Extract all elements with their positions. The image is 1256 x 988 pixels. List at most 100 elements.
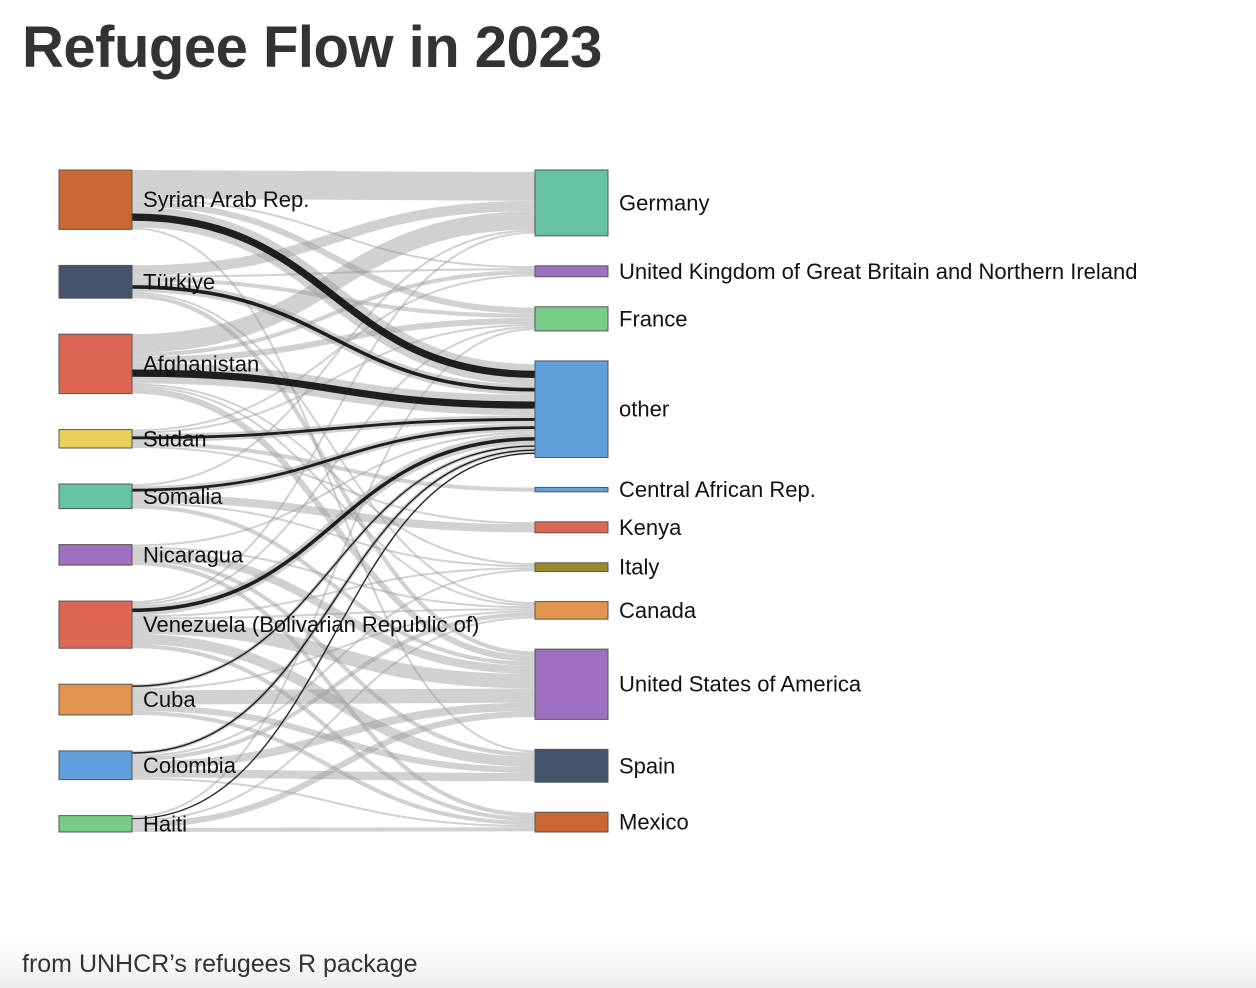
target-node-united-states-of-america[interactable] xyxy=(534,648,609,720)
link-colombia-to-other-highlight xyxy=(131,449,536,754)
link-venezuela-bolivarian-republic-of-to-italy xyxy=(131,567,536,618)
link-somalia-to-germany xyxy=(131,229,536,487)
link-nicaragua-to-spain xyxy=(131,556,536,757)
link-venezuela-bolivarian-republic-of-to-united-states-of-america xyxy=(131,619,536,689)
target-node-other[interactable] xyxy=(534,360,609,458)
link-t-rkiye-to-germany xyxy=(131,200,536,276)
source-node-cuba[interactable] xyxy=(58,683,133,716)
target-node-other-label: other xyxy=(619,397,669,422)
link-afghanistan-to-united-kingdom-of-great-britain-and-northern-ireland xyxy=(131,270,536,357)
link-colombia-to-mexico xyxy=(131,777,536,828)
page-title: Refugee Flow in 2023 xyxy=(22,15,602,80)
link-t-rkiye-to-united-kingdom-of-great-britain-and-northern-ireland xyxy=(131,268,536,278)
link-nicaragua-to-mexico xyxy=(131,560,536,818)
link-haiti-to-mexico xyxy=(131,827,536,833)
target-node-germany[interactable] xyxy=(534,169,609,237)
source-node-nicaragua[interactable] xyxy=(58,544,133,566)
source-node-afghanistan-label: Afghanistan xyxy=(143,351,259,376)
link-colombia-to-united-states-of-america xyxy=(131,702,536,770)
source-node-nicaragua-label: Nicaragua xyxy=(143,542,244,567)
link-sudan-to-united-kingdom-of-great-britain-and-northern-ireland xyxy=(131,274,536,432)
target-node-spain[interactable] xyxy=(534,748,609,783)
source-node-cuba-label: Cuba xyxy=(143,687,196,712)
link-colombia-to-spain xyxy=(131,769,536,782)
link-afghanistan-to-other-highlight xyxy=(131,369,536,409)
link-afghanistan-to-germany xyxy=(131,211,536,353)
link-syrian-arab-rep-to-france xyxy=(131,200,536,314)
source-node-venezuela-bolivarian-republic-of-label: Venezuela (Bolivarian Republic of) xyxy=(143,612,479,637)
link-syrian-arab-rep-to-spain xyxy=(131,227,536,753)
link-cuba-to-united-states-of-america xyxy=(131,688,536,705)
sankey-nodes xyxy=(58,169,609,833)
link-syrian-arab-rep-to-united-kingdom-of-great-britain-and-northern-ireland xyxy=(131,198,536,269)
source-node-syrian-arab-rep[interactable] xyxy=(58,169,133,230)
link-venezuela-bolivarian-republic-of-to-canada xyxy=(131,608,536,620)
target-node-mexico-label: Mexico xyxy=(619,810,689,835)
link-venezuela-bolivarian-republic-of-to-spain xyxy=(131,633,536,767)
target-node-kenya[interactable] xyxy=(534,521,609,534)
link-nicaragua-to-canada xyxy=(131,546,536,609)
link-venezuela-bolivarian-republic-of-to-other-highlight xyxy=(131,437,536,613)
source-node-t-rkiye[interactable] xyxy=(58,264,133,299)
source-node-haiti-label: Haiti xyxy=(143,811,187,836)
source-node-colombia[interactable] xyxy=(58,750,133,781)
target-node-mexico[interactable] xyxy=(534,811,609,833)
sankey-diagram: Syrian Arab Rep. Türkiye Afghanistan Sudan S… xyxy=(58,169,1138,836)
link-t-rkiye-to-united-states-of-america xyxy=(131,294,536,656)
link-somalia-to-kenya xyxy=(131,494,536,533)
link-syrian-arab-rep-to-other-highlight xyxy=(131,213,536,378)
source-node-afghanistan[interactable] xyxy=(58,333,133,395)
target-node-france[interactable] xyxy=(534,306,609,332)
source-node-haiti[interactable] xyxy=(58,815,133,833)
link-afghanistan-to-italy xyxy=(131,383,536,566)
link-cuba-to-mexico xyxy=(131,710,536,826)
link-cuba-to-other-highlight xyxy=(131,445,536,687)
target-node-canada-label: Canada xyxy=(619,598,697,623)
link-haiti-to-other-highlight xyxy=(131,452,536,820)
source-node-somalia[interactable] xyxy=(58,483,133,510)
link-somalia-to-other-highlight xyxy=(131,426,536,492)
link-sudan-to-kenya xyxy=(131,445,536,525)
link-nicaragua-to-other xyxy=(131,431,536,547)
sankey-labels: Syrian Arab Rep. Türkiye Afghanistan Sudan S… xyxy=(143,187,1138,836)
caption: from UNHCR’s refugees R package xyxy=(22,950,418,978)
link-venezuela-bolivarian-republic-of-to-france xyxy=(131,326,536,606)
target-node-united-kingdom-of-great-britain-and-northern-ireland[interactable] xyxy=(534,265,609,278)
target-node-france-label: France xyxy=(619,306,687,331)
target-node-italy-label: Italy xyxy=(619,555,659,580)
link-somalia-to-united-states-of-america xyxy=(131,504,536,666)
target-node-germany-label: Germany xyxy=(619,190,709,215)
link-venezuela-bolivarian-republic-of-to-germany xyxy=(131,231,536,604)
link-colombia-to-canada xyxy=(131,612,536,762)
link-sudan-to-other-highlight xyxy=(131,417,536,440)
source-node-venezuela-bolivarian-republic-of[interactable] xyxy=(58,600,133,649)
link-nicaragua-to-united-states-of-america xyxy=(131,548,536,674)
link-sudan-to-france xyxy=(131,323,536,434)
source-node-somalia-label: Somalia xyxy=(143,484,223,509)
footer xyxy=(0,938,1256,988)
target-node-kenya-label: Kenya xyxy=(619,515,682,540)
target-node-united-states-of-america-label: United States of America xyxy=(619,672,862,697)
link-sudan-to-central-african-rep xyxy=(131,441,536,492)
target-node-united-kingdom-of-great-britain-and-northern-ireland-label: United Kingdom of Great Britain and Nort… xyxy=(619,259,1138,284)
link-cuba-to-spain xyxy=(131,704,536,773)
source-node-syrian-arab-rep-label: Syrian Arab Rep. xyxy=(143,187,309,212)
source-node-t-rkiye-label: Türkiye xyxy=(143,269,215,294)
link-haiti-to-france xyxy=(131,328,536,818)
sankey-highlighted-links xyxy=(131,213,536,820)
target-node-canada[interactable] xyxy=(534,601,609,620)
target-node-central-african-rep[interactable] xyxy=(534,486,609,493)
target-node-italy[interactable] xyxy=(534,562,609,573)
target-node-spain-label: Spain xyxy=(619,753,675,778)
link-cuba-to-canada xyxy=(131,610,536,691)
link-haiti-to-united-states-of-america xyxy=(131,710,536,828)
link-afghanistan-to-france xyxy=(131,317,536,363)
source-node-sudan[interactable] xyxy=(58,429,133,449)
link-somalia-to-italy xyxy=(131,502,536,568)
link-haiti-to-canada xyxy=(131,616,536,822)
link-t-rkiye-to-other-highlight xyxy=(131,285,536,392)
link-colombia-to-italy xyxy=(131,569,536,758)
link-t-rkiye-to-canada xyxy=(131,292,536,605)
target-node-central-african-rep-label: Central African Rep. xyxy=(619,477,816,502)
